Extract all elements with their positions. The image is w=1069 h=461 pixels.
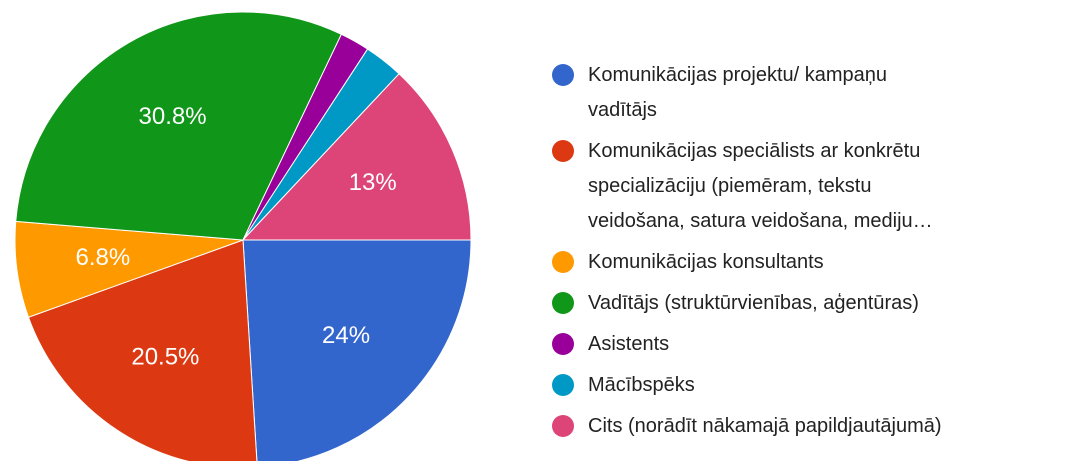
pie-chart: 24% 20.5% 6.8% 30.8% 13% bbox=[14, 11, 472, 461]
slice-label: 13% bbox=[349, 169, 397, 196]
legend-item: Mācībspēks bbox=[552, 368, 1067, 403]
slice-label: 6.8% bbox=[76, 244, 131, 271]
legend-swatch bbox=[552, 251, 574, 273]
legend-label: Cits (norādīt nākamajā papildjautājumā) bbox=[588, 415, 942, 437]
legend-item: Komunikācijas speciālists ar konkrētu sp… bbox=[552, 134, 1067, 239]
legend-label: Komunikācijas projektu/ kampaņu vadītājs bbox=[588, 64, 888, 121]
legend: Komunikācijas projektu/ kampaņu vadītājs… bbox=[552, 58, 1067, 450]
legend-label: Komunikācijas konsultants bbox=[588, 251, 824, 273]
legend-item: Cits (norādīt nākamajā papildjautājumā) bbox=[552, 409, 1067, 444]
legend-item: Vadītājs (struktūrvienības, aģentūras) bbox=[552, 286, 1067, 321]
legend-swatch bbox=[552, 333, 574, 355]
legend-swatch bbox=[552, 292, 574, 314]
pie-slice bbox=[15, 11, 343, 241]
pie-slice bbox=[241, 73, 472, 241]
legend-label: Vadītājs (struktūrvienības, aģentūras) bbox=[588, 292, 919, 314]
legend-swatch bbox=[552, 415, 574, 437]
slice-label: 20.5% bbox=[131, 343, 199, 370]
legend-label: Komunikācijas speciālists ar konkrētu sp… bbox=[588, 140, 933, 232]
legend-label: Mācībspēks bbox=[588, 374, 695, 396]
legend-item: Komunikācijas konsultants bbox=[552, 245, 1067, 280]
slice-label: 30.8% bbox=[139, 103, 207, 130]
pie-slice bbox=[27, 239, 258, 461]
legend-swatch bbox=[552, 140, 574, 162]
legend-item: Komunikācijas projektu/ kampaņu vadītājs bbox=[552, 58, 1067, 128]
legend-swatch bbox=[552, 374, 574, 396]
slice-label: 24% bbox=[322, 322, 370, 349]
legend-item: Asistents bbox=[552, 327, 1067, 362]
legend-swatch bbox=[552, 64, 574, 86]
legend-label: Asistents bbox=[588, 333, 670, 355]
pie-slice bbox=[242, 239, 472, 461]
